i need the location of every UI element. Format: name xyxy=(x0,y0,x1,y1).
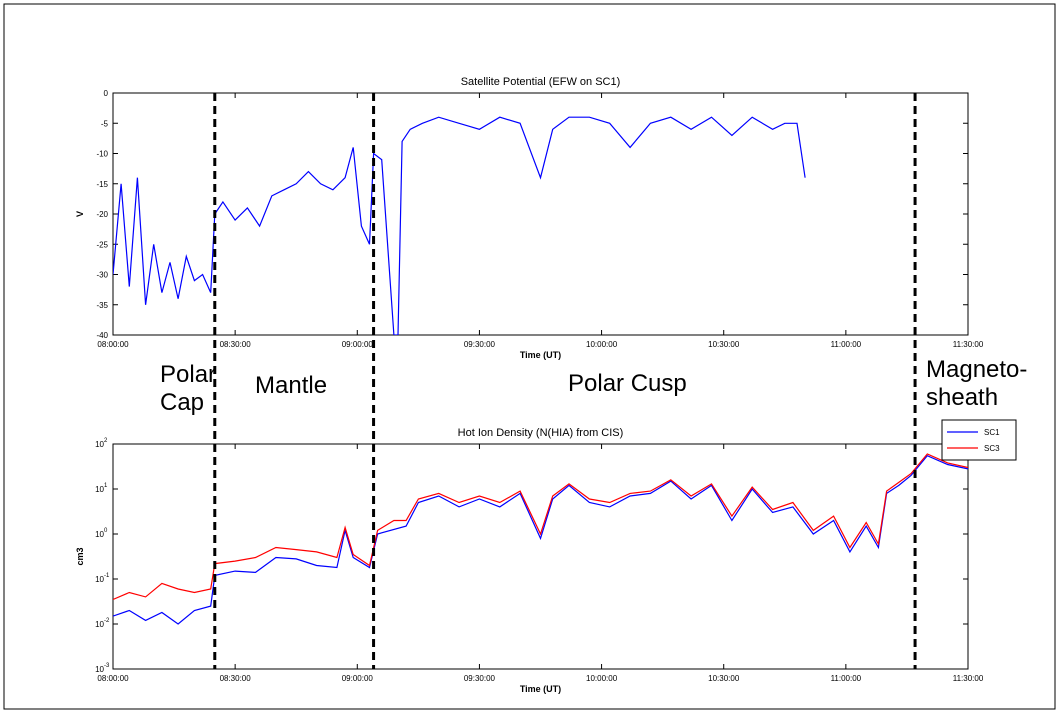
plot-area-1 xyxy=(112,443,969,670)
y-tick-label: 10 xyxy=(95,620,104,629)
y-tick-label: -15 xyxy=(96,180,108,189)
boundary-lines xyxy=(213,93,917,669)
y-tick-label: 10 xyxy=(95,665,104,674)
x-axis-label: Time (UT) xyxy=(520,684,561,694)
series-line-sc3 xyxy=(113,453,968,601)
y-tick-label: -40 xyxy=(96,331,108,340)
legend-box xyxy=(941,419,1017,461)
legend-label: SC1 xyxy=(984,428,1000,437)
y-tick-label: 10 xyxy=(95,575,104,584)
y-tick-label: -25 xyxy=(96,240,108,249)
x-tick-label: 11:00:00 xyxy=(831,340,862,349)
x-tick-label: 10:00:00 xyxy=(586,674,618,683)
y-tick-label: -5 xyxy=(101,119,109,128)
y-tick-label: -20 xyxy=(96,210,108,219)
x-tick-label: 10:00:00 xyxy=(586,340,618,349)
x-tick-label: 11:00:00 xyxy=(831,674,862,683)
series-line-sc1 xyxy=(113,454,968,625)
y-tick-label: 10 xyxy=(95,530,104,539)
x-tick-label: 08:00:00 xyxy=(97,340,129,349)
y-tick-label: 0 xyxy=(104,89,109,98)
y-axis-label: V xyxy=(75,211,85,217)
top-panel: Satellite Potential (EFW on SC1) 08:00:00… xyxy=(75,76,984,360)
y-tick-exponent: 0 xyxy=(104,528,108,534)
series-line-v xyxy=(113,116,806,335)
x-tick-label: 09:00:00 xyxy=(342,674,374,683)
plot-area-0 xyxy=(112,92,969,336)
x-tick-label: 08:00:00 xyxy=(97,674,129,683)
region-label-mantle: Mantle xyxy=(255,372,328,399)
x-tick-label: 09:30:00 xyxy=(464,674,496,683)
y-tick-exponent: -1 xyxy=(104,573,110,579)
x-tick-label: 09:30:00 xyxy=(464,340,496,349)
y-axis-label: cm3 xyxy=(75,547,85,565)
x-tick-label: 08:30:00 xyxy=(220,674,252,683)
y-tick-label: -35 xyxy=(96,301,108,310)
chart-title: Satellite Potential (EFW on SC1) xyxy=(461,76,621,88)
region-label-magnetosheath: Magneto- sheath xyxy=(926,356,1028,411)
x-tick-label: 09:00:00 xyxy=(342,340,374,349)
x-tick-label: 10:30:00 xyxy=(708,340,740,349)
x-tick-label: 08:30:00 xyxy=(220,340,252,349)
y-tick-label: 10 xyxy=(95,440,104,449)
chart-title: Hot Ion Density (N(HIA) from CIS) xyxy=(458,427,624,439)
region-label-polar-cusp: Polar Cusp xyxy=(568,370,687,397)
y-tick-exponent: 2 xyxy=(104,438,108,444)
y-tick-exponent: 1 xyxy=(104,483,108,489)
x-axis-label: Time (UT) xyxy=(520,350,561,360)
y-tick-label: -10 xyxy=(96,150,108,159)
outer-border xyxy=(3,3,1056,710)
y-tick-exponent: -3 xyxy=(104,663,110,669)
x-tick-label: 10:30:00 xyxy=(708,674,740,683)
y-tick-exponent: -2 xyxy=(104,618,110,624)
bottom-panel: Hot Ion Density (N(HIA) from CIS) 08:00:0… xyxy=(75,419,1017,694)
x-tick-label: 11:30:00 xyxy=(953,340,984,349)
legend-label: SC3 xyxy=(984,444,1000,453)
y-tick-label: -30 xyxy=(96,271,108,280)
x-tick-label: 11:30:00 xyxy=(953,674,984,683)
y-tick-label: 10 xyxy=(95,485,104,494)
region-label-polar-cap: Polar Cap xyxy=(160,361,217,416)
